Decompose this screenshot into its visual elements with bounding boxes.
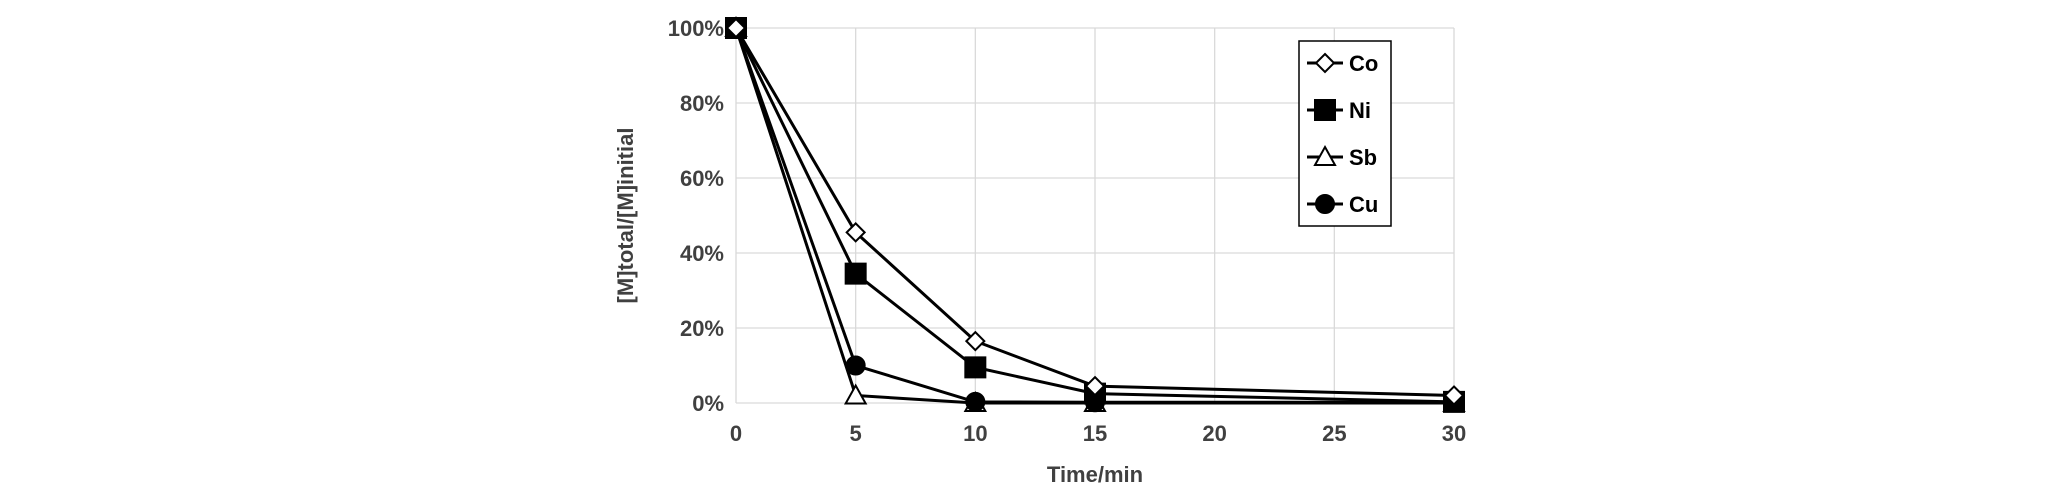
legend-item-sb: Sb [1307, 144, 1377, 170]
legend-item-co: Co [1307, 51, 1378, 76]
legend-marker-co [1314, 52, 1336, 74]
legend-marker-ni [1314, 99, 1336, 121]
data-point-co [845, 221, 867, 243]
x-tick-label: 0 [730, 421, 742, 446]
data-point-sb [843, 383, 868, 405]
data-point-ni [844, 262, 867, 285]
legend-marker-sb [1313, 144, 1337, 166]
x-tick-label: 30 [1442, 421, 1466, 446]
data-point-cu [845, 355, 866, 376]
legend-label: Cu [1349, 192, 1378, 217]
data-point-ni [964, 356, 987, 379]
data-point-cu [965, 391, 986, 412]
x-tick-label: 20 [1202, 421, 1226, 446]
legend-marker-cu [1315, 194, 1335, 214]
series-group [724, 15, 1466, 413]
y-axis-label: [M]total/[M]initial [613, 128, 638, 304]
x-axis-ticks: 0 5 10 15 20 25 30 [730, 421, 1466, 446]
y-tick-label: 100% [668, 16, 724, 41]
data-point-co [725, 17, 747, 39]
x-tick-label: 15 [1083, 421, 1107, 446]
x-tick-label: 5 [850, 421, 862, 446]
y-tick-label: 0% [692, 391, 724, 416]
legend: Co Ni Sb Cu [1298, 40, 1392, 227]
x-tick-label: 10 [963, 421, 987, 446]
y-tick-label: 60% [680, 166, 724, 191]
legend-label: Ni [1349, 98, 1371, 123]
y-axis-ticks: 0% 20% 40% 60% 80% 100% [668, 16, 724, 416]
y-tick-label: 80% [680, 91, 724, 116]
data-point-co [1084, 375, 1106, 397]
x-axis-label: Time/min [1047, 462, 1143, 487]
legend-label: Sb [1349, 145, 1377, 170]
y-tick-label: 20% [680, 316, 724, 341]
legend-item-ni: Ni [1307, 98, 1371, 123]
data-point-co [1443, 385, 1465, 406]
data-point-co [964, 330, 986, 352]
series-markers-co [725, 17, 1465, 406]
legend-label: Co [1349, 51, 1378, 76]
legend-box [1298, 40, 1392, 227]
legend-item-cu: Cu [1307, 192, 1378, 217]
y-tick-label: 40% [680, 241, 724, 266]
x-tick-label: 25 [1322, 421, 1346, 446]
